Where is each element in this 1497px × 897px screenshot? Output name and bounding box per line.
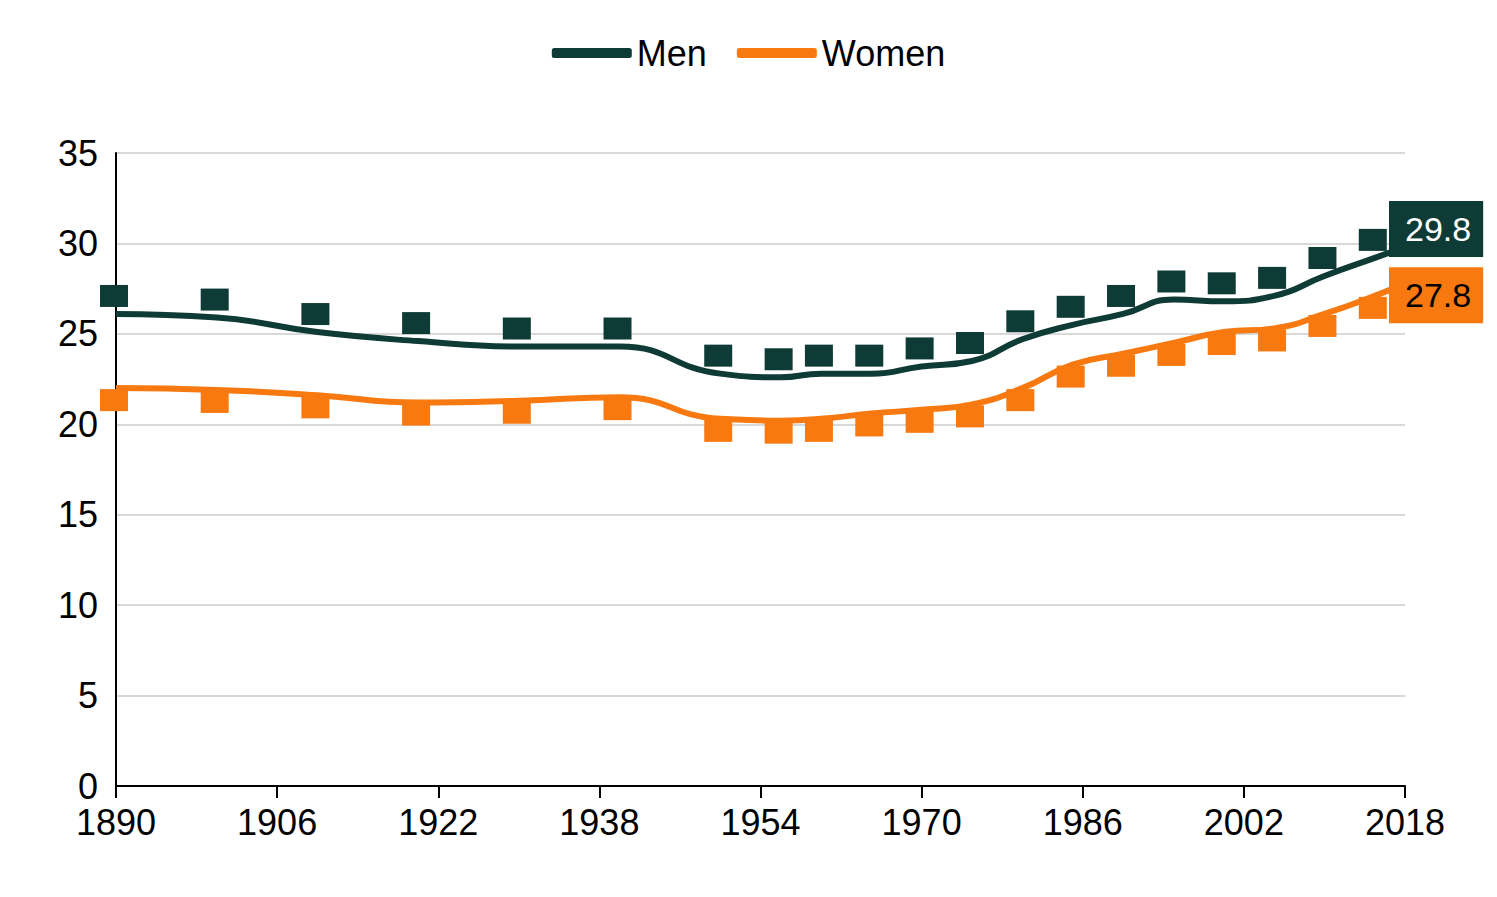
svg-text:1954: 1954 — [720, 802, 800, 843]
svg-text:0: 0 — [78, 766, 98, 807]
svg-text:2018: 2018 — [1365, 802, 1445, 843]
svg-text:10: 10 — [58, 585, 98, 626]
svg-text:1938: 1938 — [559, 802, 639, 843]
svg-text:2002: 2002 — [1204, 802, 1284, 843]
svg-text:5: 5 — [78, 675, 98, 716]
svg-text:1970: 1970 — [882, 802, 962, 843]
svg-text:25: 25 — [58, 313, 98, 354]
svg-text:27.8: 27.8 — [1405, 276, 1471, 314]
svg-text:20: 20 — [58, 404, 98, 445]
svg-text:1890: 1890 — [76, 802, 156, 843]
svg-text:30: 30 — [58, 223, 98, 264]
svg-text:1906: 1906 — [237, 802, 317, 843]
svg-text:Women: Women — [822, 33, 945, 74]
svg-text:35: 35 — [58, 133, 98, 174]
svg-text:Men: Men — [637, 33, 707, 74]
svg-text:1986: 1986 — [1043, 802, 1123, 843]
svg-text:15: 15 — [58, 494, 98, 535]
svg-text:29.8: 29.8 — [1405, 210, 1471, 248]
svg-text:1922: 1922 — [398, 802, 478, 843]
